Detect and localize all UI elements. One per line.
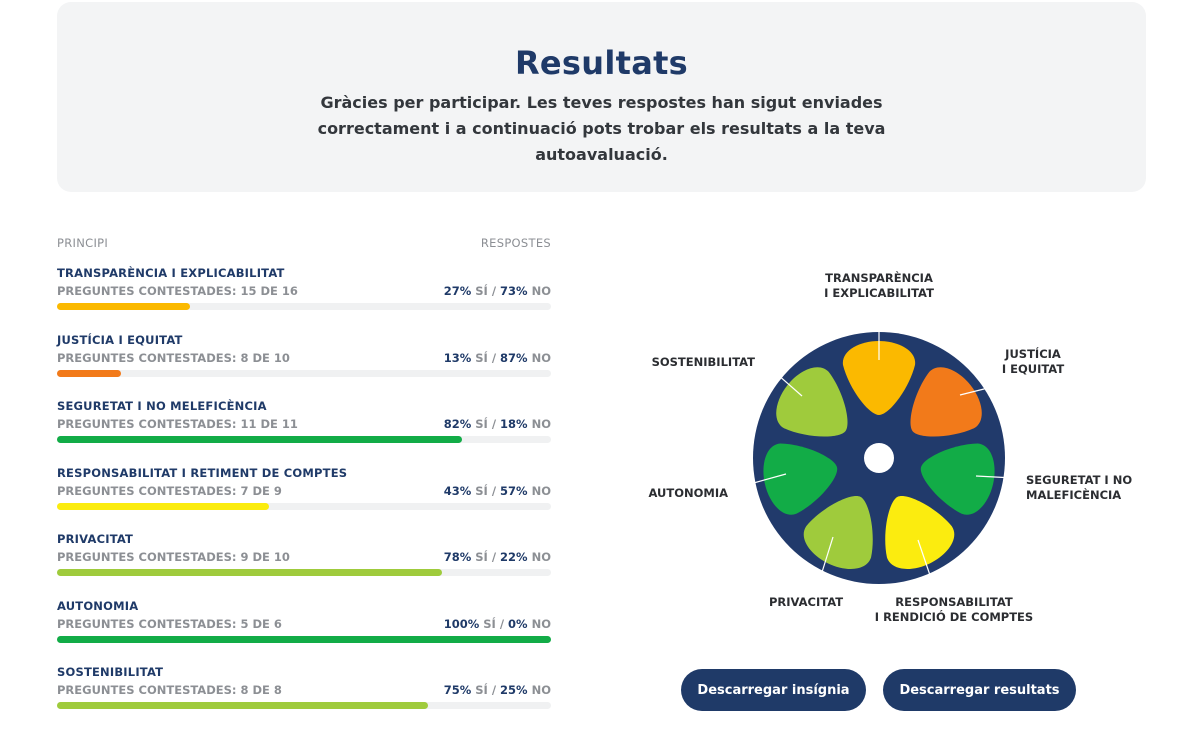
principle-name: PRIVACITAT	[57, 532, 134, 546]
answered-count: PREGUNTES CONTESTADES: 5 DE 6	[57, 617, 282, 631]
wheel-segment	[920, 443, 995, 515]
result-row: TRANSPARÈNCIA I EXPLICABILITAT PREGUNTES…	[57, 266, 551, 326]
progress-track	[57, 370, 551, 377]
wheel-segment	[910, 367, 982, 437]
yes-percent: 43%	[443, 484, 472, 498]
result-row: SOSTENIBILITAT PREGUNTES CONTESTADES: 8 …	[57, 665, 551, 725]
header-card: Resultats Gràcies per participar. Les te…	[57, 2, 1146, 192]
progress-fill	[57, 702, 428, 709]
no-label: NO	[531, 550, 551, 564]
yes-label: SÍ /	[475, 417, 497, 431]
yes-percent: 13%	[443, 351, 472, 365]
principle-name: RESPONSABILITAT I RETIMENT DE COMPTES	[57, 466, 348, 480]
answered-count: PREGUNTES CONTESTADES: 7 DE 9	[57, 484, 282, 498]
progress-fill	[57, 436, 463, 443]
no-label: NO	[531, 617, 551, 631]
wheel-segment	[842, 341, 916, 415]
yes-label: SÍ /	[475, 550, 497, 564]
yes-percent: 78%	[443, 550, 472, 564]
progress-track	[57, 303, 551, 310]
wheel-segment	[885, 496, 955, 569]
response-split: 43% SÍ / 57% NO	[444, 484, 551, 498]
page-title: Resultats	[514, 44, 689, 82]
answered-count: PREGUNTES CONTESTADES: 11 DE 11	[57, 417, 298, 431]
yes-percent: 100%	[443, 617, 480, 631]
yes-percent: 75%	[443, 683, 472, 697]
no-percent: 57%	[500, 484, 528, 498]
download-badge-button[interactable]: Descarregar insígnia	[681, 669, 866, 711]
progress-track	[57, 636, 551, 643]
no-percent: 18%	[500, 417, 528, 431]
wheel-label: RESPONSABILITAT I RENDICIÓ DE COMPTES	[875, 595, 1033, 624]
column-header-answers: RESPOSTES	[480, 236, 551, 250]
no-label: NO	[531, 284, 551, 298]
no-percent: 73%	[500, 284, 528, 298]
response-split: 75% SÍ / 25% NO	[444, 683, 551, 697]
principle-name: SEGURETAT I NO MELEFICÈNCIA	[57, 399, 267, 413]
response-split: 13% SÍ / 87% NO	[444, 351, 551, 365]
principle-name: AUTONOMIA	[57, 599, 139, 613]
wheel-segment	[763, 443, 838, 515]
wheel-leader-line	[817, 536, 834, 586]
principles-wheel: TRANSPARÈNCIA I EXPLICABILITAT JUSTÍCIA I E…	[648, 270, 1132, 624]
wheel-leader-line	[768, 366, 803, 397]
wheel-leader-line	[959, 383, 1005, 396]
no-percent: 25%	[500, 683, 528, 697]
answered-count: PREGUNTES CONTESTADES: 8 DE 8	[57, 683, 282, 697]
no-label: NO	[531, 484, 551, 498]
wheel-center	[864, 443, 894, 473]
wheel-leader-line	[731, 473, 787, 490]
download-results-button[interactable]: Descarregar resultats	[883, 669, 1076, 711]
progress-fill	[57, 503, 270, 510]
progress-track	[57, 569, 551, 576]
column-header-principle: PRINCIPI	[57, 236, 109, 250]
wheel-label: SEGURETAT I NO MALEFICÈNCIA	[1026, 473, 1132, 502]
progress-fill	[57, 569, 443, 576]
no-percent: 22%	[500, 550, 528, 564]
principle-name: JUSTÍCIA I EQUITAT	[57, 333, 183, 347]
progress-fill	[57, 303, 191, 310]
wheel-leader-line	[975, 475, 1015, 479]
wheel-label: SOSTENIBILITAT	[652, 355, 756, 369]
yes-label: SÍ /	[475, 351, 497, 365]
answered-count: PREGUNTES CONTESTADES: 8 DE 10	[57, 351, 290, 365]
answered-count: PREGUNTES CONTESTADES: 9 DE 10	[57, 550, 290, 564]
wheel-leader-line	[917, 539, 934, 585]
answered-count: PREGUNTES CONTESTADES: 15 DE 16	[57, 284, 298, 298]
result-row: AUTONOMIA PREGUNTES CONTESTADES: 5 DE 6 …	[57, 599, 551, 659]
result-row: SEGURETAT I NO MELEFICÈNCIA PREGUNTES CO…	[57, 399, 551, 459]
wheel-label: AUTONOMIA	[648, 486, 728, 500]
no-percent: 0%	[508, 617, 528, 631]
yes-percent: 27%	[443, 284, 472, 298]
response-split: 100% SÍ / 0% NO	[444, 617, 551, 631]
wheel-label: JUSTÍCIA I EQUITAT	[1002, 346, 1064, 376]
progress-track	[57, 436, 551, 443]
result-row: JUSTÍCIA I EQUITAT PREGUNTES CONTESTADES…	[57, 333, 551, 393]
page-subtitle: Gràcies per participar. Les teves respos…	[317, 93, 886, 164]
yes-label: SÍ /	[475, 683, 497, 697]
no-label: NO	[531, 683, 551, 697]
yes-percent: 82%	[443, 417, 472, 431]
result-row: PRIVACITAT PREGUNTES CONTESTADES: 9 DE 1…	[57, 532, 551, 592]
response-split: 82% SÍ / 18% NO	[444, 417, 551, 431]
no-percent: 87%	[500, 351, 528, 365]
response-split: 78% SÍ / 22% NO	[444, 550, 551, 564]
principle-name: SOSTENIBILITAT	[57, 665, 164, 679]
yes-label: SÍ /	[475, 484, 497, 498]
wheel-segment	[803, 496, 873, 569]
yes-label: SÍ /	[475, 284, 497, 298]
yes-label: SÍ /	[483, 617, 505, 631]
no-label: NO	[531, 417, 551, 431]
progress-track	[57, 702, 551, 709]
progress-fill	[57, 370, 122, 377]
wheel-label: PRIVACITAT	[769, 595, 843, 609]
progress-track	[57, 503, 551, 510]
progress-fill	[57, 636, 551, 643]
wheel-segment	[776, 367, 848, 437]
response-split: 27% SÍ / 73% NO	[444, 284, 551, 298]
no-label: NO	[531, 351, 551, 365]
wheel-label: TRANSPARÈNCIA I EXPLICABILITAT	[824, 270, 934, 300]
principle-name: TRANSPARÈNCIA I EXPLICABILITAT	[57, 266, 285, 280]
result-row: RESPONSABILITAT I RETIMENT DE COMPTES PR…	[57, 466, 551, 526]
